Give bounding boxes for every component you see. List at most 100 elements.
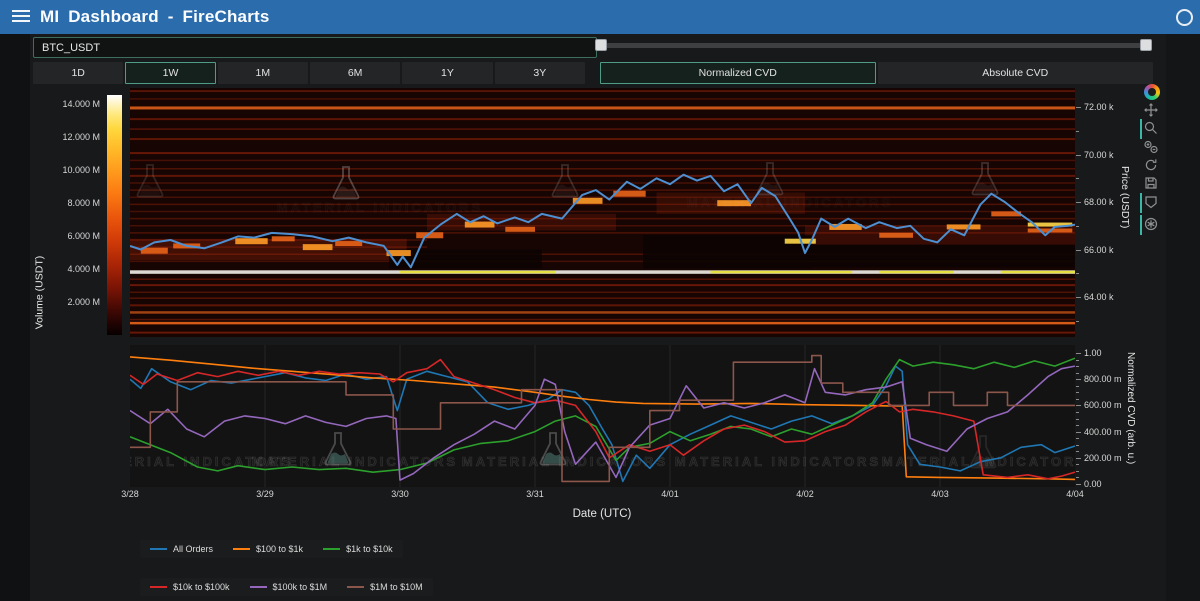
legend-item--10k-to-100k[interactable]: $10k to $100k [150, 582, 230, 592]
save-icon[interactable] [1144, 176, 1160, 192]
date-tick-label: 4/03 [931, 489, 949, 499]
range-slider-handle-left[interactable] [595, 39, 607, 51]
cvd-tick-mark [1076, 477, 1079, 479]
timeframe-button-1w[interactable]: 1W [125, 62, 216, 84]
hover-icon[interactable] [1140, 193, 1160, 213]
watermark-text: MATERIAL INDICATORS [252, 454, 458, 469]
price-tick-mark [1076, 154, 1081, 156]
liquidity-band [130, 311, 1075, 314]
date-range-slider[interactable] [595, 38, 1152, 52]
liquidity-zone [805, 225, 1075, 245]
legend-item--1m-to-10m[interactable]: $1M to $10M [347, 582, 423, 592]
liquidity-band [130, 297, 1075, 299]
liquidity-band [130, 138, 1075, 141]
liquidity-band [130, 321, 1075, 325]
active-indicator-bar [1140, 193, 1142, 213]
legend-label: $1M to $10M [370, 582, 423, 592]
liquidity-band [130, 225, 1075, 227]
date-tick-label: 4/02 [796, 489, 814, 499]
cvd-tick-mark [1076, 418, 1079, 420]
cvd-tick-mark [1076, 353, 1081, 354]
liquidity-band [130, 246, 427, 248]
flask-watermark-icon [324, 432, 352, 466]
liquidity-band [130, 196, 1075, 198]
price-tick-mark [1076, 202, 1081, 203]
cvd-tick-mark [1076, 372, 1079, 374]
cvd-tick-mark [1076, 457, 1081, 459]
cvd-tick-label: 0.00 [1084, 479, 1102, 489]
liquidity-band [130, 304, 1075, 307]
flask-watermark-icon [332, 166, 360, 200]
active-indicator-bar [1140, 119, 1142, 139]
colorbar-tick-label: 2.000 M [67, 297, 100, 307]
price-tick-mark [1076, 320, 1079, 322]
liquidity-band [130, 260, 1075, 263]
legend-label: $10k to $100k [173, 582, 230, 592]
cvd-tick-mark [1076, 444, 1079, 446]
series--100-to-1k [130, 356, 1075, 481]
plotly-logo-icon[interactable] [1144, 84, 1160, 100]
legend-row-2: $10k to $100k $100k to $1M $1M to $10M [140, 578, 433, 596]
legend-item--100k-to-1m[interactable]: $100k to $1M [249, 582, 327, 592]
sell-wall-yellow-segment [710, 270, 853, 274]
timeframe-button-1d[interactable]: 1D [33, 62, 124, 84]
dark-patch [811, 244, 1075, 268]
cvd-tick-label: 1.00 [1084, 348, 1102, 358]
date-tick-label: 3/31 [526, 489, 544, 499]
sell-wall-yellow-segment [400, 270, 556, 274]
pan-icon[interactable] [1144, 103, 1160, 119]
series--100k-to-1m [130, 365, 1075, 481]
sell-wall-yellow-segment [1000, 270, 1075, 274]
cvd-tick-mark [1076, 405, 1081, 407]
legend-color-dash [233, 548, 251, 550]
liquidity-block [505, 226, 535, 232]
cvd-tick-mark [1076, 366, 1079, 368]
spikelines-icon[interactable] [1140, 215, 1160, 235]
legend-label: $1k to $10k [346, 544, 393, 554]
reset-axes-icon[interactable] [1144, 158, 1160, 174]
zoom-in-out-icon[interactable] [1144, 140, 1160, 156]
slider-track[interactable] [595, 43, 1152, 48]
liquidity-heatmap-chart[interactable]: MATERIAL INDICATORS MATERIAL INDICATORS [130, 88, 1075, 337]
timeframe-button-group: 1D 1W 1M 6M 1Y 3Y [33, 62, 585, 84]
cvd-button-absolute-cvd[interactable]: Absolute CVD [877, 62, 1153, 84]
timeframe-button-6m[interactable]: 6M [309, 62, 401, 84]
sell-wall-band [130, 270, 1075, 274]
legend-color-dash [150, 586, 167, 588]
range-slider-handle-right[interactable] [1140, 39, 1152, 51]
date-tick-label: 4/04 [1066, 489, 1084, 499]
liquidity-band [130, 152, 1075, 155]
flask-watermark-icon [539, 432, 567, 466]
legend-item--100-to-1k[interactable]: $100 to $1k [233, 544, 303, 554]
symbol-input[interactable] [33, 37, 597, 58]
watermark-text: MATERIAL INDICATORS [130, 454, 293, 469]
timeframe-button-1m[interactable]: 1M [217, 62, 308, 84]
left-strip [0, 34, 30, 601]
price-tick-label: 66.00 k [1084, 244, 1114, 255]
cvd-button-normalized-cvd[interactable]: Normalized CVD [600, 62, 876, 84]
liquidity-band [130, 284, 1075, 287]
active-indicator-bar [1140, 215, 1142, 235]
menu-icon[interactable] [12, 10, 30, 24]
price-tick-mark [1076, 107, 1081, 108]
legend-item--1k-to-10k[interactable]: $1k to $10k [323, 544, 393, 554]
cvd-tick-mark [1076, 484, 1081, 485]
right-gutter [1166, 34, 1200, 601]
liquidity-block [464, 221, 495, 228]
liquidity-block [613, 190, 646, 197]
timeframe-button-3y[interactable]: 3Y [494, 62, 585, 84]
liquidity-band [130, 217, 1075, 220]
liquidity-band [130, 210, 1075, 213]
legend-item-all-orders[interactable]: All Orders [150, 544, 213, 554]
liquidity-block [1027, 222, 1073, 227]
zoom-icon[interactable] [1140, 119, 1160, 139]
liquidity-band [130, 182, 1075, 184]
cvd-tick-mark [1076, 438, 1079, 440]
liquidity-band [130, 331, 1075, 334]
liquidity-band [130, 318, 1075, 321]
cvd-tick-mark [1076, 411, 1079, 413]
liquidity-block [271, 236, 295, 242]
timeframe-button-1y[interactable]: 1Y [402, 62, 493, 84]
liquidity-band [130, 232, 1075, 234]
